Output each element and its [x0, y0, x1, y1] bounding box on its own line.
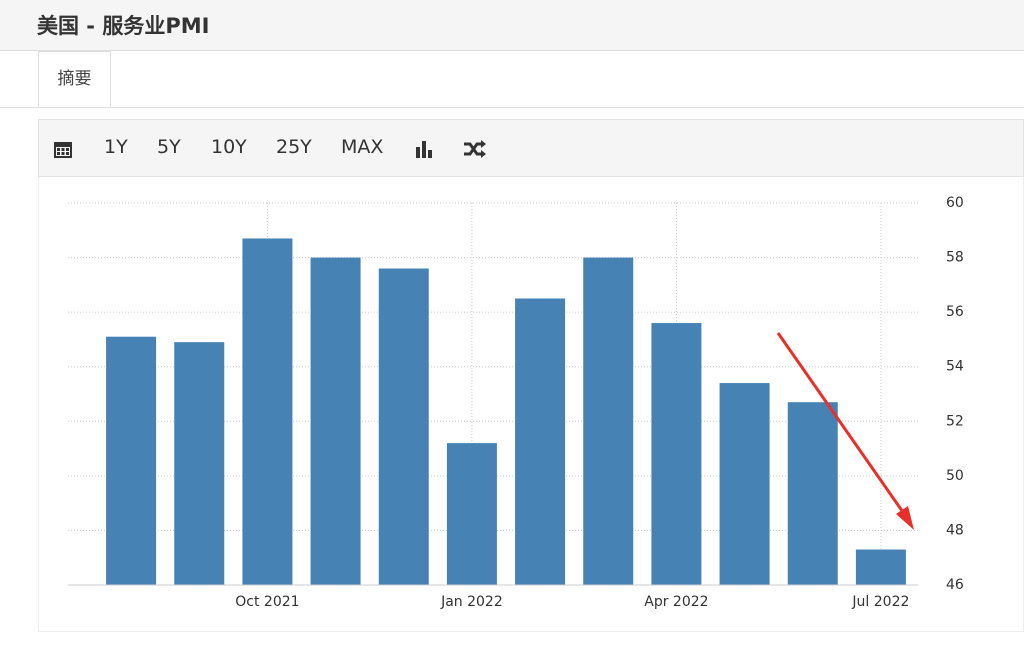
bar — [106, 336, 157, 585]
range-button[interactable]: 1Y — [104, 136, 128, 158]
shuffle-icon[interactable] — [463, 139, 487, 159]
y-tick-label: 50 — [946, 468, 964, 484]
x-tick-label: Jan 2022 — [440, 594, 503, 610]
bar — [787, 402, 838, 585]
bar — [515, 298, 566, 585]
y-tick-label: 52 — [946, 413, 964, 429]
y-tick-label: 58 — [946, 250, 964, 266]
bar — [855, 549, 906, 585]
x-tick-label: Oct 2021 — [235, 594, 299, 610]
bar — [242, 238, 293, 585]
calendar-icon[interactable] — [53, 139, 73, 159]
range-button[interactable]: 5Y — [157, 136, 181, 158]
bar-chart-icon[interactable] — [415, 139, 435, 159]
header: 美国 - 服务业PMI — [0, 0, 1024, 51]
bar — [583, 257, 634, 585]
range-button[interactable]: 10Y — [211, 136, 247, 158]
y-tick-label: 54 — [946, 359, 964, 375]
range-button[interactable]: MAX — [341, 136, 384, 158]
bar — [378, 268, 429, 585]
x-tick-label: Jul 2022 — [851, 594, 909, 610]
page-title: 美国 - 服务业PMI — [37, 14, 210, 38]
x-tick-label: Apr 2022 — [644, 594, 708, 610]
y-tick-label: 46 — [946, 577, 964, 593]
bar — [174, 342, 225, 585]
bar — [310, 257, 361, 585]
tab[interactable]: 摘要 — [38, 51, 111, 107]
bar — [719, 383, 770, 585]
y-tick-label: 56 — [946, 304, 964, 320]
y-tick-label: 48 — [946, 522, 964, 538]
bar — [651, 323, 702, 585]
range-button[interactable]: 25Y — [276, 136, 312, 158]
bar — [446, 443, 497, 585]
y-tick-label: 60 — [946, 195, 964, 211]
tab-row: 摘要 — [0, 51, 1024, 108]
toolbar: 1Y 5Y 10Y 25Y MAX — [38, 119, 1024, 177]
